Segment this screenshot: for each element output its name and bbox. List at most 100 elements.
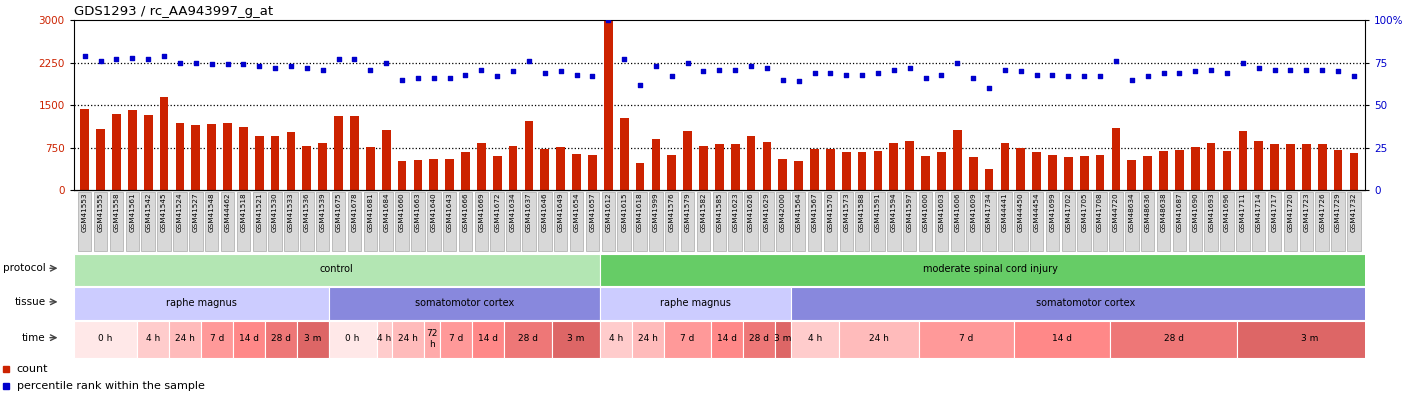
Bar — [667, 155, 675, 190]
FancyBboxPatch shape — [586, 192, 599, 251]
FancyBboxPatch shape — [617, 192, 632, 251]
Point — [360, 66, 382, 73]
Point — [613, 56, 636, 63]
FancyBboxPatch shape — [776, 192, 790, 251]
Bar — [664, 321, 711, 358]
Bar — [541, 149, 549, 190]
Text: 14 d: 14 d — [1052, 334, 1072, 343]
FancyBboxPatch shape — [950, 192, 964, 251]
Text: protocol: protocol — [3, 263, 45, 273]
Bar — [176, 124, 184, 190]
Text: 14 d: 14 d — [479, 334, 498, 343]
Point — [422, 75, 445, 81]
Bar — [1110, 321, 1238, 358]
Point — [137, 56, 160, 63]
Bar — [1014, 321, 1110, 358]
Text: 28 d: 28 d — [270, 334, 290, 343]
Text: 3 m: 3 m — [304, 334, 321, 343]
Bar — [1017, 148, 1025, 190]
Bar — [969, 158, 977, 190]
FancyBboxPatch shape — [1284, 192, 1297, 251]
FancyBboxPatch shape — [666, 192, 678, 251]
Text: GSM41702: GSM41702 — [1065, 192, 1072, 232]
Bar — [112, 114, 120, 190]
Text: GSM41539: GSM41539 — [320, 192, 326, 232]
Bar — [922, 156, 930, 190]
Text: GSM44462: GSM44462 — [225, 192, 231, 232]
Text: 4 h: 4 h — [146, 334, 160, 343]
Bar — [600, 288, 792, 320]
Bar — [1175, 149, 1184, 190]
Point — [391, 77, 413, 83]
Bar — [265, 321, 297, 358]
Bar — [137, 321, 170, 358]
FancyBboxPatch shape — [205, 192, 218, 251]
Text: GSM41588: GSM41588 — [860, 192, 865, 232]
Text: somatomotor cortex: somatomotor cortex — [415, 298, 514, 308]
Text: GSM41657: GSM41657 — [589, 192, 595, 232]
Text: GSM41527: GSM41527 — [193, 192, 198, 232]
Text: 7 d: 7 d — [449, 334, 463, 343]
Bar — [144, 115, 153, 190]
Text: GSM41626: GSM41626 — [748, 192, 755, 232]
FancyBboxPatch shape — [760, 192, 773, 251]
Point — [327, 56, 350, 63]
Bar — [600, 321, 632, 358]
Bar — [440, 321, 472, 358]
Text: GSM41606: GSM41606 — [954, 192, 960, 232]
Text: GSM41570: GSM41570 — [827, 192, 834, 232]
Point — [343, 56, 365, 63]
FancyBboxPatch shape — [871, 192, 885, 251]
Bar — [572, 154, 581, 190]
Point — [818, 70, 841, 76]
Point — [455, 71, 477, 78]
Bar — [297, 321, 329, 358]
Bar — [632, 321, 664, 358]
Text: control: control — [320, 264, 354, 274]
Point — [1327, 68, 1349, 75]
Text: percentile rank within the sample: percentile rank within the sample — [17, 381, 204, 391]
Bar — [552, 321, 600, 358]
Bar — [1160, 151, 1168, 190]
Text: raphe magnus: raphe magnus — [660, 298, 731, 308]
Bar — [286, 132, 296, 190]
Bar — [779, 159, 787, 190]
Text: GSM41555: GSM41555 — [98, 192, 103, 232]
Point — [1120, 77, 1143, 83]
FancyBboxPatch shape — [855, 192, 869, 251]
Bar — [270, 136, 279, 190]
Text: 3 m: 3 m — [1300, 334, 1318, 343]
Bar — [524, 121, 534, 190]
FancyBboxPatch shape — [1141, 192, 1154, 251]
Text: GSM41654: GSM41654 — [573, 192, 579, 232]
Point — [105, 56, 127, 63]
FancyBboxPatch shape — [379, 192, 392, 251]
Bar — [889, 143, 898, 190]
Bar — [810, 149, 818, 190]
Point — [756, 65, 779, 71]
FancyBboxPatch shape — [602, 192, 615, 251]
Point — [581, 73, 603, 80]
Bar — [382, 130, 391, 190]
Point — [169, 60, 191, 66]
Point — [1025, 71, 1048, 78]
Point — [375, 60, 398, 66]
Point — [184, 60, 207, 66]
Text: GSM48638: GSM48638 — [1161, 192, 1167, 232]
FancyBboxPatch shape — [983, 192, 995, 251]
Bar — [1032, 152, 1041, 190]
Point — [977, 85, 1000, 92]
FancyBboxPatch shape — [173, 192, 187, 251]
Text: GSM41693: GSM41693 — [1208, 192, 1214, 232]
Text: GSM41600: GSM41600 — [923, 192, 929, 232]
Text: 14 d: 14 d — [239, 334, 259, 343]
Point — [439, 75, 462, 81]
Bar — [600, 254, 1381, 286]
Text: GSM41582: GSM41582 — [701, 192, 707, 232]
Text: raphe magnus: raphe magnus — [166, 298, 236, 308]
Text: GSM41524: GSM41524 — [177, 192, 183, 232]
Text: GSM41675: GSM41675 — [336, 192, 341, 232]
Point — [787, 78, 810, 85]
FancyBboxPatch shape — [316, 192, 330, 251]
Text: GSM41708: GSM41708 — [1097, 192, 1103, 232]
